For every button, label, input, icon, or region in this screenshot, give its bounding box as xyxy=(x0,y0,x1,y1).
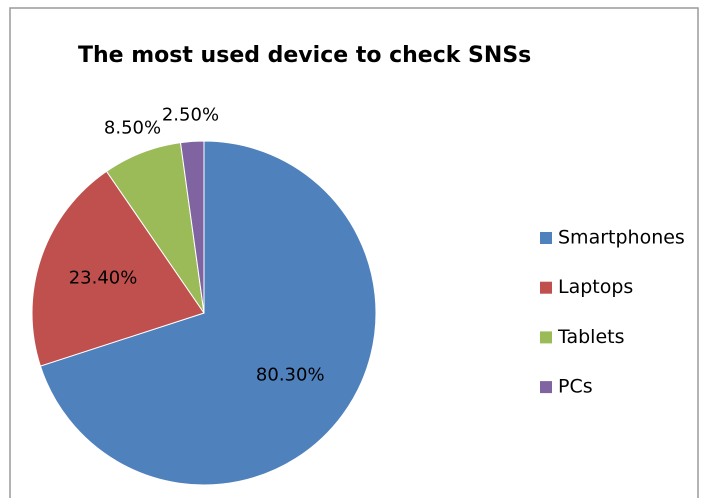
legend-label: Laptops xyxy=(558,276,633,298)
legend-swatch xyxy=(540,232,552,244)
chart-title: The most used device to check SNSs xyxy=(78,43,531,68)
legend-label: PCs xyxy=(558,376,593,398)
pie-slice xyxy=(39,140,377,486)
legend-swatch xyxy=(540,381,552,394)
data-label: 8.50% xyxy=(104,118,161,139)
pie-slice xyxy=(31,170,205,367)
legend-label: Smartphones xyxy=(558,227,685,249)
data-label: 2.50% xyxy=(162,105,219,126)
data-label: 23.40% xyxy=(69,268,138,289)
legend-swatch xyxy=(540,331,552,344)
legend-label: Tablets xyxy=(557,326,624,348)
pie-slice xyxy=(179,140,205,314)
legend-swatch xyxy=(540,281,552,294)
data-label: 80.30% xyxy=(256,365,325,386)
